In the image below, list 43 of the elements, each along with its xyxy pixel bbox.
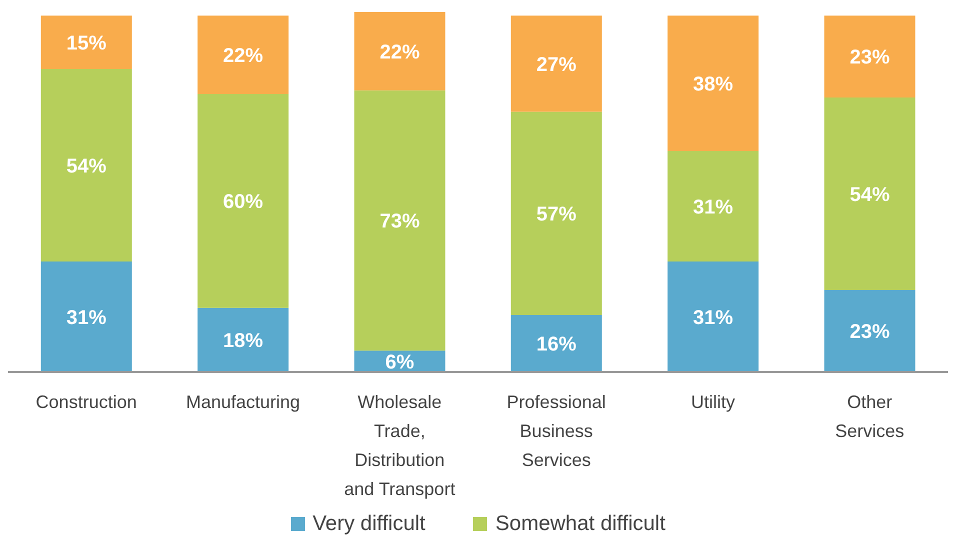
legend-label: Somewhat difficult: [494, 512, 666, 536]
data-label: 22%: [380, 41, 420, 64]
data-label: 54%: [66, 155, 107, 178]
bar: [824, 290, 916, 372]
bar: [510, 112, 602, 315]
data-label: 15%: [66, 32, 107, 54]
bar: [40, 16, 132, 70]
bar: [510, 314, 602, 372]
bar: [198, 16, 289, 94]
x-tick-label: Utility: [691, 392, 735, 412]
data-label: 23%: [850, 321, 890, 344]
data-label: 54%: [850, 184, 890, 206]
bar: [40, 262, 132, 372]
x-tick-label: Other Services: [835, 392, 904, 441]
data-label: 31%: [66, 306, 107, 329]
bar: [198, 94, 289, 308]
bar: [354, 90, 446, 351]
data-label: 38%: [693, 73, 734, 96]
data-label: 60%: [223, 191, 264, 214]
x-tick-label: Professional Business Services: [506, 392, 606, 470]
data-label: 73%: [380, 210, 420, 233]
data-label: 57%: [536, 203, 577, 226]
bar: [668, 16, 759, 152]
data-label: 6%: [385, 351, 414, 374]
bar: [824, 16, 916, 98]
bar: [510, 16, 602, 112]
data-label: 27%: [536, 54, 577, 76]
data-label: 23%: [850, 46, 890, 69]
bar: [354, 12, 446, 90]
bar: [40, 69, 132, 262]
data-label: 22%: [223, 44, 264, 67]
x-tick-label: Construction: [36, 392, 137, 412]
data-label: 31%: [693, 306, 734, 329]
data-label: 31%: [693, 196, 734, 218]
legend-label: Very difficult: [312, 512, 426, 536]
bar: [198, 308, 289, 372]
data-label: 18%: [223, 330, 264, 352]
x-tick-label: Manufacturing: [186, 392, 300, 412]
bar: [824, 98, 916, 290]
bar: [668, 151, 759, 262]
x-tick-label: Wholesale Trade, Distribution and Transport: [344, 392, 456, 499]
bar: [668, 262, 759, 372]
data-label: 16%: [536, 334, 577, 356]
